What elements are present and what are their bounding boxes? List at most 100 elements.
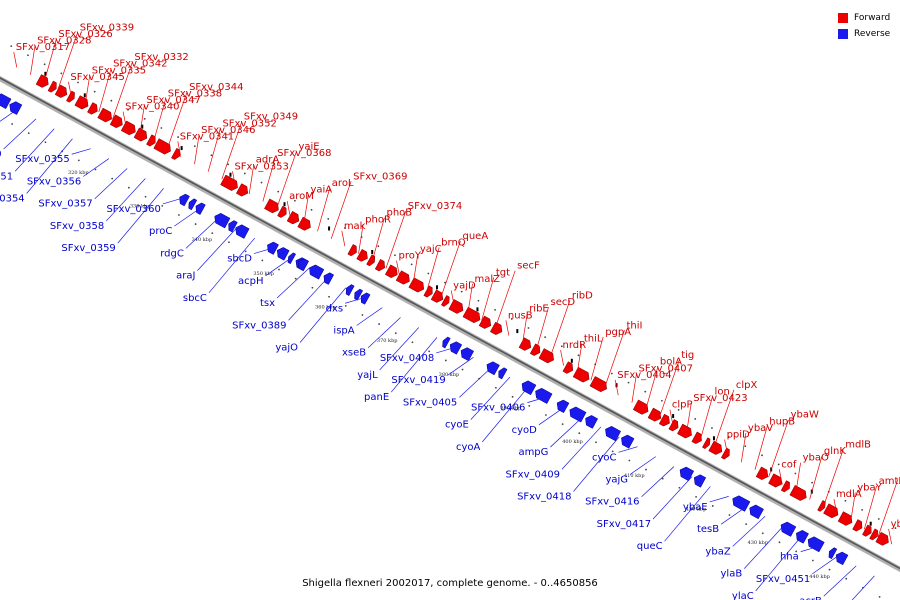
- leader-line: [535, 306, 549, 351]
- forward-label-ribe: ribE: [529, 304, 549, 315]
- reverse-label-acph: acpH: [238, 276, 264, 287]
- forward-label-malz: malZ: [475, 274, 501, 285]
- forward-label-sfxv_0317: SFxv_0317: [16, 42, 70, 53]
- forward-label-secf: secF: [517, 261, 540, 272]
- track-dot: [494, 386, 497, 389]
- track-dot: [461, 368, 464, 371]
- leader-line: [112, 61, 133, 120]
- reverse-label-acrb: acrB: [799, 596, 822, 600]
- forward-gene-53: [823, 503, 839, 519]
- tick-label: 370 kbp: [377, 338, 398, 344]
- leader-line: [358, 224, 364, 254]
- reverse-label-yajg: yajG: [605, 475, 628, 486]
- track-dot: [844, 499, 847, 502]
- leader-line: [208, 237, 255, 294]
- forward-gene-10: [146, 134, 156, 147]
- reverse-gene-15: [345, 284, 355, 297]
- tick-label: 430 kbp: [748, 540, 769, 546]
- forward-label-sfxv_0369: SFxv_0369: [353, 171, 407, 182]
- forward-gene-30: [462, 306, 481, 324]
- leader-line: [276, 151, 297, 210]
- reverse-gene-32: [732, 495, 751, 512]
- leader-line: [3, 118, 37, 150]
- forward-label-nusb: nusB: [508, 310, 533, 321]
- track-dot: [361, 314, 364, 316]
- track-dot: [44, 141, 47, 144]
- feature-marker: [180, 146, 183, 151]
- leader-line: [494, 270, 516, 329]
- gene-features: [0, 71, 889, 566]
- leader-line: [68, 81, 72, 98]
- track-dot: [828, 568, 831, 571]
- leader-line: [833, 499, 838, 515]
- leader-line: [795, 462, 801, 493]
- leader-line: [71, 148, 91, 155]
- forward-gene-46: [708, 440, 723, 455]
- forward-label-quea: queA: [462, 231, 488, 242]
- leader-line: [823, 565, 857, 597]
- leader-line: [367, 317, 401, 348]
- reverse-gene-27: [585, 415, 599, 429]
- forward-gene-35: [538, 348, 554, 364]
- forward-gene-33: [518, 337, 532, 351]
- tick-label: 330 kbp: [130, 203, 151, 209]
- track-dot: [811, 481, 813, 484]
- forward-label-sfxv_0345: SFxv_0345: [70, 72, 124, 83]
- forward-label-sfxv_0339: SFxv_0339: [80, 22, 134, 33]
- forward-label-mdla: mdlA: [836, 489, 862, 500]
- forward-gene-51: [789, 484, 807, 501]
- forward-label-brnq: brnQ: [441, 237, 466, 248]
- leader-line: [778, 469, 783, 485]
- leader-line: [459, 366, 492, 398]
- reverse-gene-22: [498, 367, 508, 380]
- reverse-gene-18: [442, 336, 451, 349]
- reverse-label-sfxv_0354: SFxv_0354: [0, 193, 25, 204]
- leader-line: [303, 194, 309, 224]
- leader-line: [470, 376, 511, 420]
- tick-label: 440 kbp: [809, 574, 830, 580]
- leader-line: [106, 178, 146, 222]
- forward-gene-23: [384, 264, 398, 278]
- forward-gene-20: [356, 248, 368, 262]
- forward-gene-58: [875, 531, 889, 546]
- reverse-label-ylab: ylaB: [721, 569, 743, 580]
- reverse-gene-2: [179, 193, 190, 207]
- reverse-gene-0: [0, 93, 12, 110]
- leader-line: [800, 545, 820, 552]
- leader-line: [527, 396, 547, 403]
- track-dot: [11, 123, 13, 125]
- reverse-label-tsx: tsx: [260, 298, 275, 309]
- forward-label-bola: bolA: [660, 357, 682, 368]
- forward-label-yajc: yajC: [420, 244, 442, 255]
- forward-label-ribd: ribD: [572, 290, 593, 301]
- forward-gene-56: [862, 524, 872, 537]
- feature-marker: [712, 436, 715, 441]
- leader-line: [732, 515, 766, 547]
- tick-label: 340 kbp: [192, 237, 213, 243]
- forward-gene-36: [562, 361, 574, 374]
- track-dot: [444, 281, 446, 284]
- reverse-gene-36: [807, 536, 825, 553]
- reverse-gene-4: [195, 202, 206, 215]
- track-dot: [428, 350, 431, 353]
- leader-line: [573, 436, 620, 492]
- reverse-label-ampg: ampG: [518, 447, 548, 458]
- leader-line: [549, 300, 571, 359]
- leader-line: [94, 168, 128, 199]
- forward-gene-34: [529, 343, 541, 356]
- forward-label-sfxv_0407: SFxv_0407: [639, 363, 693, 374]
- forward-gene-28: [440, 295, 450, 307]
- forward-label-tig: tig: [681, 350, 694, 361]
- leader-line: [467, 283, 473, 314]
- forward-gene-52: [817, 500, 826, 512]
- forward-gene-27: [430, 289, 444, 303]
- reverse-label-sfxv_0355: SFxv_0355: [15, 154, 69, 165]
- forward-gene-13: [220, 174, 238, 191]
- reverse-gene-30: [679, 466, 695, 482]
- tick-label: 320 kbp: [68, 170, 89, 176]
- track-dot: [845, 577, 848, 580]
- track-dot: [110, 99, 113, 102]
- forward-label-sfxv_0342: SFxv_0342: [113, 59, 167, 70]
- forward-label-mak: mak: [344, 221, 366, 232]
